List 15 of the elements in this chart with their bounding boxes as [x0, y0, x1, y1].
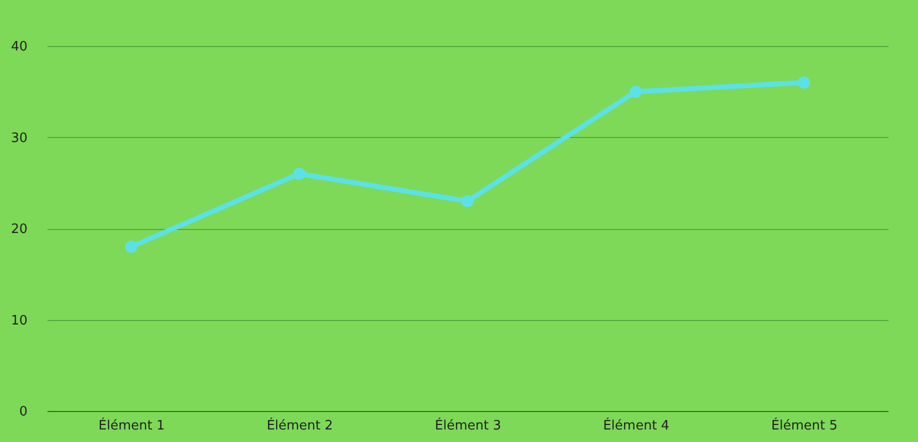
- point: [461, 195, 474, 208]
- y-tick-label: 20: [10, 222, 28, 237]
- y-tick-label: 30: [10, 130, 28, 146]
- point: [293, 168, 306, 180]
- point: [798, 76, 810, 89]
- point: [124, 240, 138, 253]
- x-tick-label: Élément 4: [603, 416, 670, 434]
- point: [630, 86, 642, 98]
- y-tick-label: 10: [10, 313, 28, 328]
- y-tick-label: 0: [19, 404, 28, 420]
- y-tick-label: 40: [10, 40, 28, 54]
- x-tick-label: Élément 3: [434, 416, 502, 434]
- x-tick-label: Élément 5: [771, 416, 838, 434]
- x-tick-label: Élément 2: [266, 416, 333, 434]
- x-tick-label: Élément 1: [98, 416, 165, 434]
